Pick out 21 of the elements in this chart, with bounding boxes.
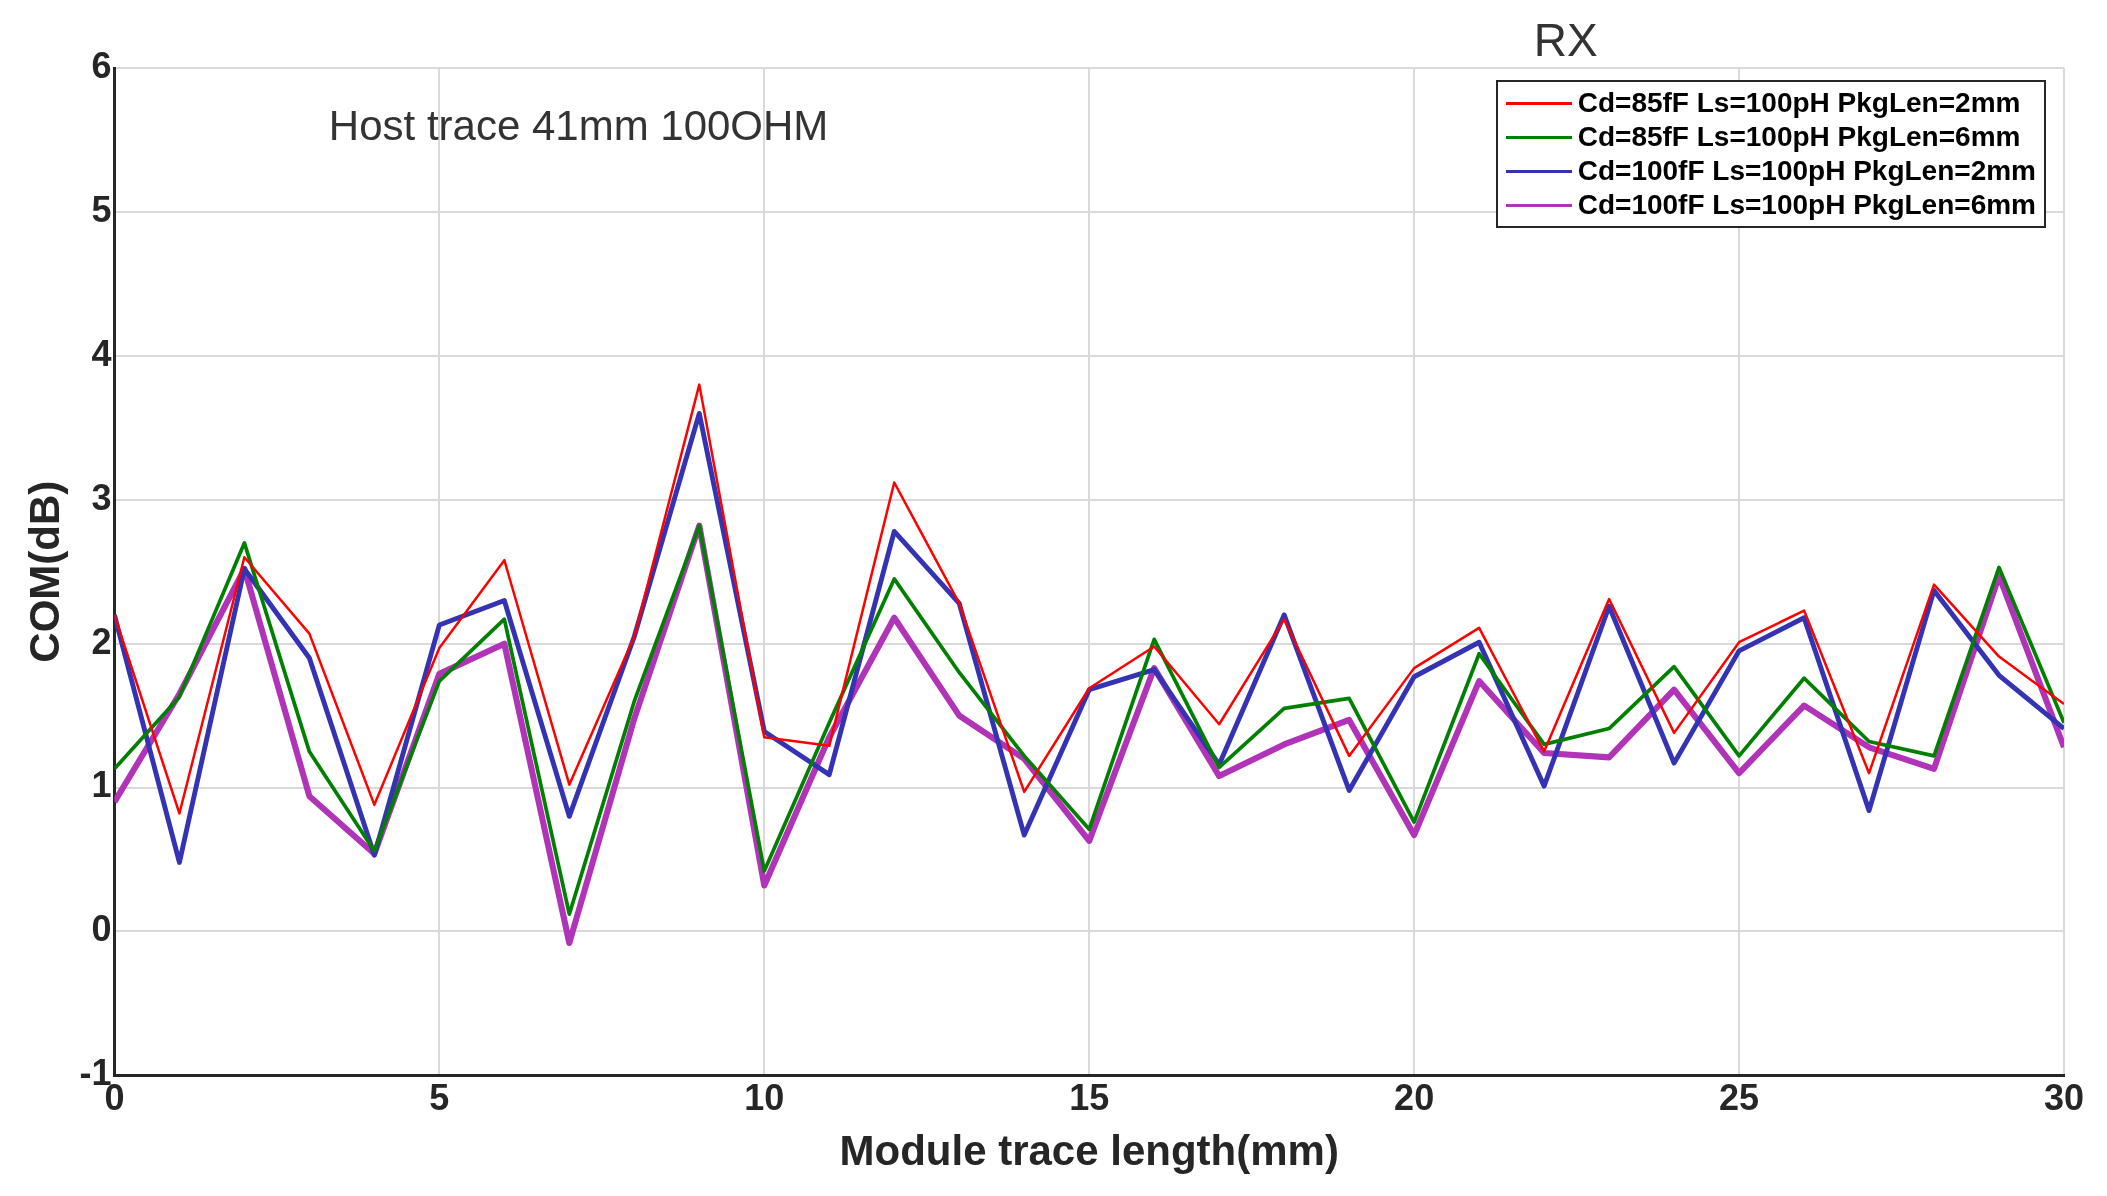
chart-title: RX — [1533, 13, 1598, 66]
legend-label: Cd=100fF Ls=100pH PkgLen=6mm — [1577, 188, 2036, 222]
y-axis-title: COM(dB) — [20, 480, 68, 663]
x-tick-label: 20 — [1394, 1076, 1435, 1118]
legend-label: Cd=100fF Ls=100pH PkgLen=2mm — [1577, 154, 2036, 188]
legend-label: Cd=85fF Ls=100pH PkgLen=2mm — [1577, 86, 2021, 120]
y-tick-label: 3 — [91, 476, 112, 518]
y-tick-label: 5 — [91, 188, 112, 230]
annotation: Host trace 41mm 100OHM — [328, 101, 829, 149]
y-tick-label: 0 — [91, 908, 112, 950]
y-tick-label: 2 — [91, 620, 112, 662]
y-tick-label: 1 — [91, 764, 112, 806]
y-tick-label: 6 — [91, 44, 112, 86]
legend-label: Cd=85fF Ls=100pH PkgLen=6mm — [1577, 120, 2021, 154]
y-tick-label: 4 — [91, 332, 112, 374]
x-tick-label: 5 — [429, 1076, 450, 1118]
x-tick-label: 15 — [1069, 1076, 1110, 1118]
x-tick-label: 30 — [2043, 1076, 2085, 1118]
x-tick-label: 10 — [744, 1076, 785, 1118]
x-tick-label: 25 — [1719, 1076, 1760, 1118]
x-axis-title: Module trace length(mm) — [839, 1127, 1339, 1175]
